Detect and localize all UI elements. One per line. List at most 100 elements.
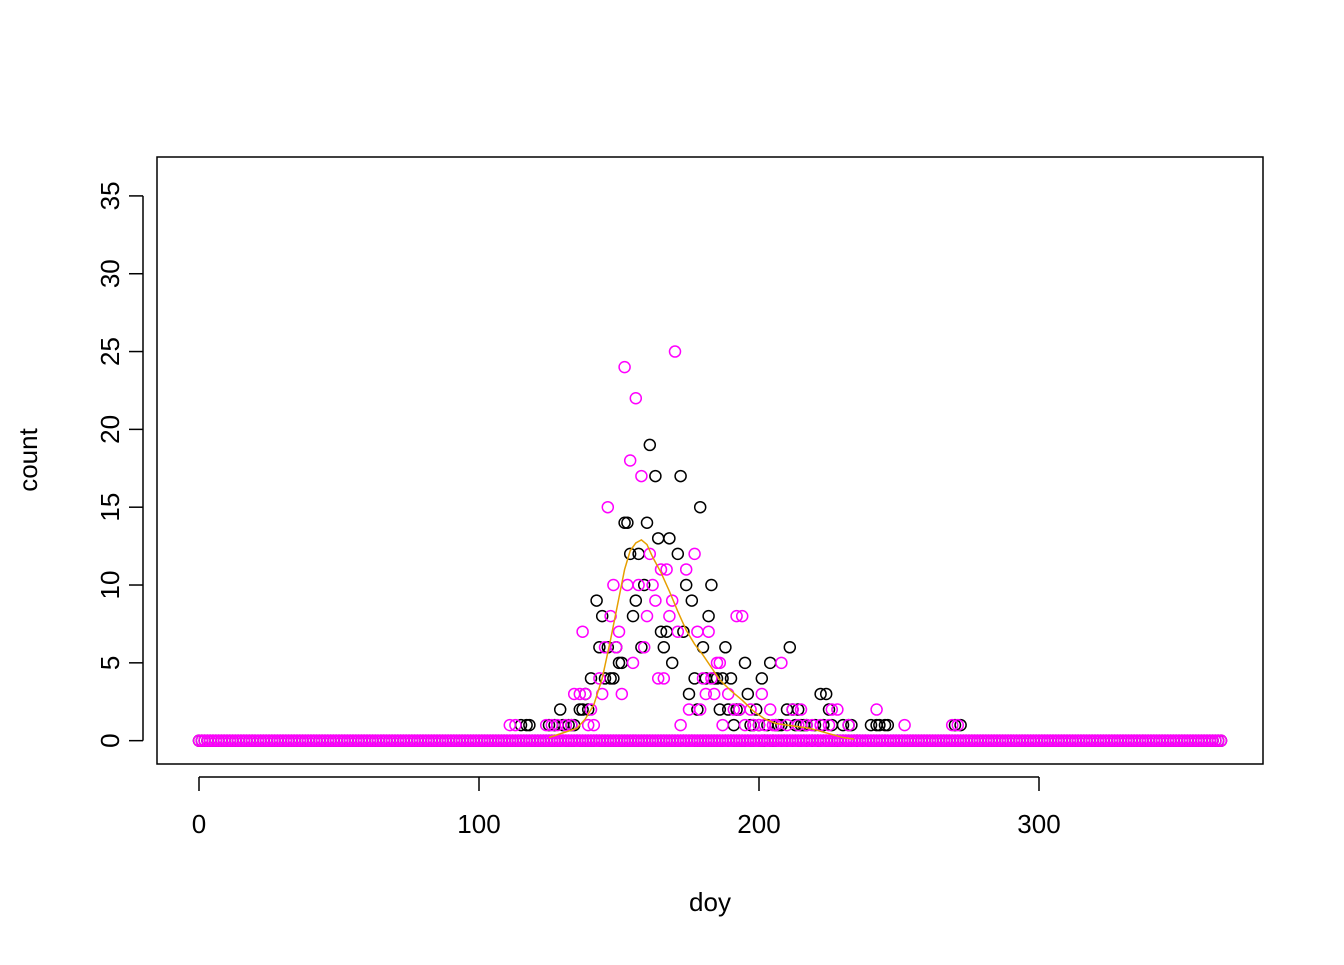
data-point <box>674 469 687 483</box>
data-point <box>632 547 645 561</box>
data-point <box>643 547 657 561</box>
smooth-line <box>548 538 855 740</box>
data-point <box>870 703 883 716</box>
data-point <box>853 734 867 747</box>
data-point <box>615 687 629 701</box>
data-point <box>794 703 808 716</box>
data-point <box>864 718 878 732</box>
data-point <box>822 718 836 732</box>
data-point <box>713 703 727 716</box>
data-point <box>590 594 603 607</box>
data-point <box>696 672 710 685</box>
data-point <box>803 734 816 747</box>
data-point <box>682 687 696 701</box>
data-point <box>710 672 724 685</box>
data-point <box>626 656 640 670</box>
data-point <box>665 594 679 607</box>
y-tick-label: 30 <box>95 259 125 288</box>
data-point <box>609 641 623 654</box>
data-point <box>752 718 766 732</box>
data-point <box>559 718 573 732</box>
data-point <box>607 672 620 685</box>
data-point <box>724 734 738 747</box>
data-point <box>713 656 727 670</box>
data-point <box>716 718 729 732</box>
data-point <box>556 734 570 747</box>
y-tick-label: 35 <box>95 181 125 210</box>
y-tick-label: 10 <box>95 571 125 600</box>
data-point <box>1214 734 1228 747</box>
data-point <box>509 718 522 732</box>
data-point <box>657 641 671 654</box>
plot-frame <box>156 156 1264 765</box>
data-point <box>831 703 844 716</box>
data-point <box>576 625 589 638</box>
data-point <box>819 687 833 701</box>
data-point <box>691 625 704 638</box>
x-tick-label: 300 <box>1017 809 1060 839</box>
x-axis: 0 100 200 300 <box>192 776 1061 839</box>
data-point <box>707 687 721 701</box>
data-point <box>763 703 777 716</box>
data-point <box>783 734 797 747</box>
data-point <box>601 500 615 514</box>
data-point <box>654 563 668 576</box>
data-point <box>632 578 645 592</box>
data-point <box>705 578 718 592</box>
data-point <box>679 563 693 576</box>
data-point <box>593 641 606 654</box>
data-point <box>688 547 701 561</box>
data-point <box>873 718 886 732</box>
data-point <box>576 703 589 716</box>
data-point <box>621 578 634 592</box>
data-point <box>881 718 895 732</box>
data-point <box>898 718 911 732</box>
data-point <box>584 672 598 685</box>
data-point <box>814 687 827 701</box>
data-point <box>738 656 752 670</box>
data-point <box>573 687 587 701</box>
data-point <box>590 734 603 747</box>
data-point <box>685 594 699 607</box>
data-point <box>503 718 517 732</box>
data-point <box>640 609 654 623</box>
data-point <box>679 578 693 592</box>
data-point <box>951 718 965 732</box>
data-point <box>699 687 713 701</box>
data-point <box>643 438 657 452</box>
data-point <box>593 672 606 685</box>
data-point <box>945 718 959 732</box>
data-point <box>738 718 752 732</box>
data-point <box>693 500 707 514</box>
data-point <box>685 734 699 747</box>
data-point <box>724 672 738 685</box>
data-point <box>727 703 741 716</box>
data-point <box>623 454 637 467</box>
data-point <box>579 687 592 701</box>
data-point <box>677 734 690 747</box>
y-axis-title: count <box>13 427 43 491</box>
data-point <box>741 734 755 747</box>
series-3 <box>548 538 855 740</box>
data-point <box>618 360 631 374</box>
x-tick-label: 0 <box>192 809 206 839</box>
data-point <box>817 734 830 747</box>
data-point <box>705 672 718 685</box>
data-point <box>836 718 850 732</box>
data-point <box>721 687 735 701</box>
data-point <box>763 656 777 670</box>
data-point <box>629 391 643 405</box>
data-point <box>800 718 813 732</box>
data-point <box>651 672 665 685</box>
data-point <box>595 609 609 623</box>
data-point <box>570 734 584 747</box>
data-point <box>584 703 598 716</box>
data-point <box>581 718 595 732</box>
data-point <box>825 703 839 716</box>
data-point <box>637 578 651 592</box>
data-point <box>677 625 690 638</box>
data-point <box>637 641 651 654</box>
data-point <box>649 594 662 607</box>
data-point <box>786 703 799 716</box>
